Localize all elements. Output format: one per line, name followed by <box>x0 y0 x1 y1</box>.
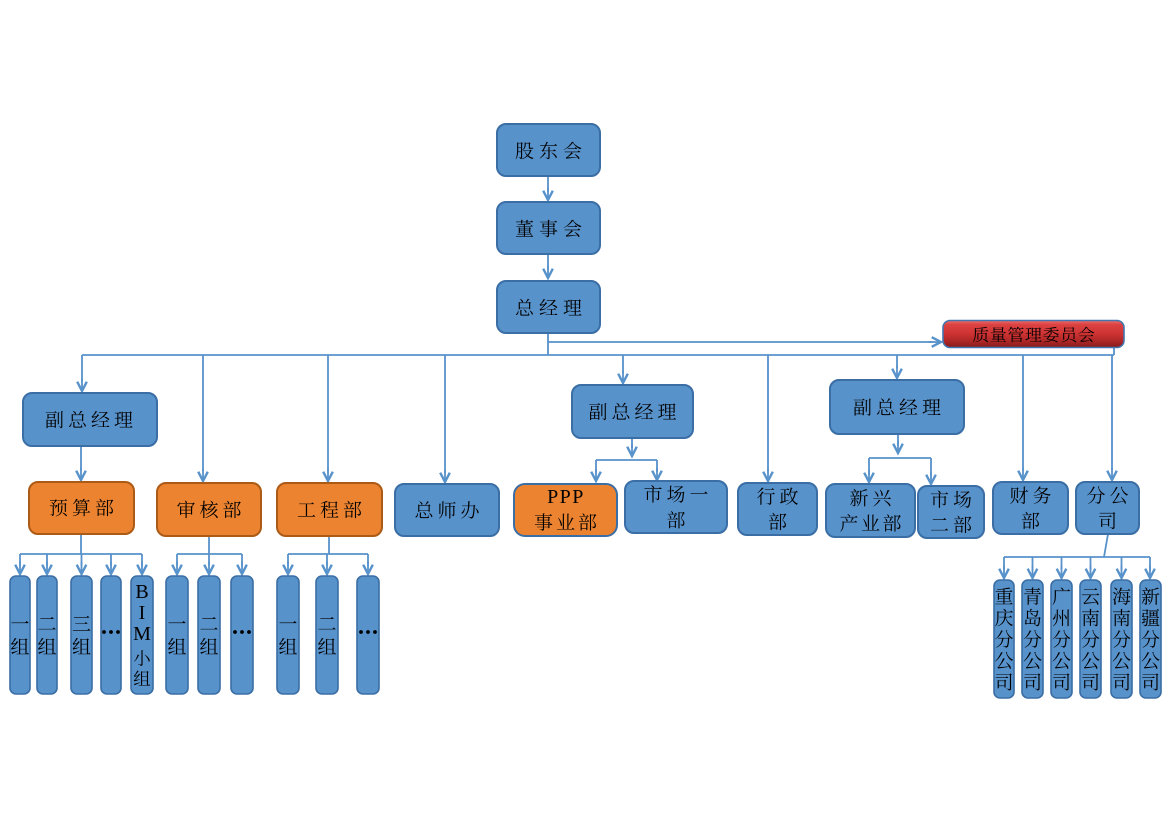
svg-text:PPP: PPP <box>547 486 585 508</box>
svg-text:B: B <box>135 581 148 603</box>
svg-text:I: I <box>139 602 146 624</box>
svg-text:M: M <box>133 623 151 645</box>
